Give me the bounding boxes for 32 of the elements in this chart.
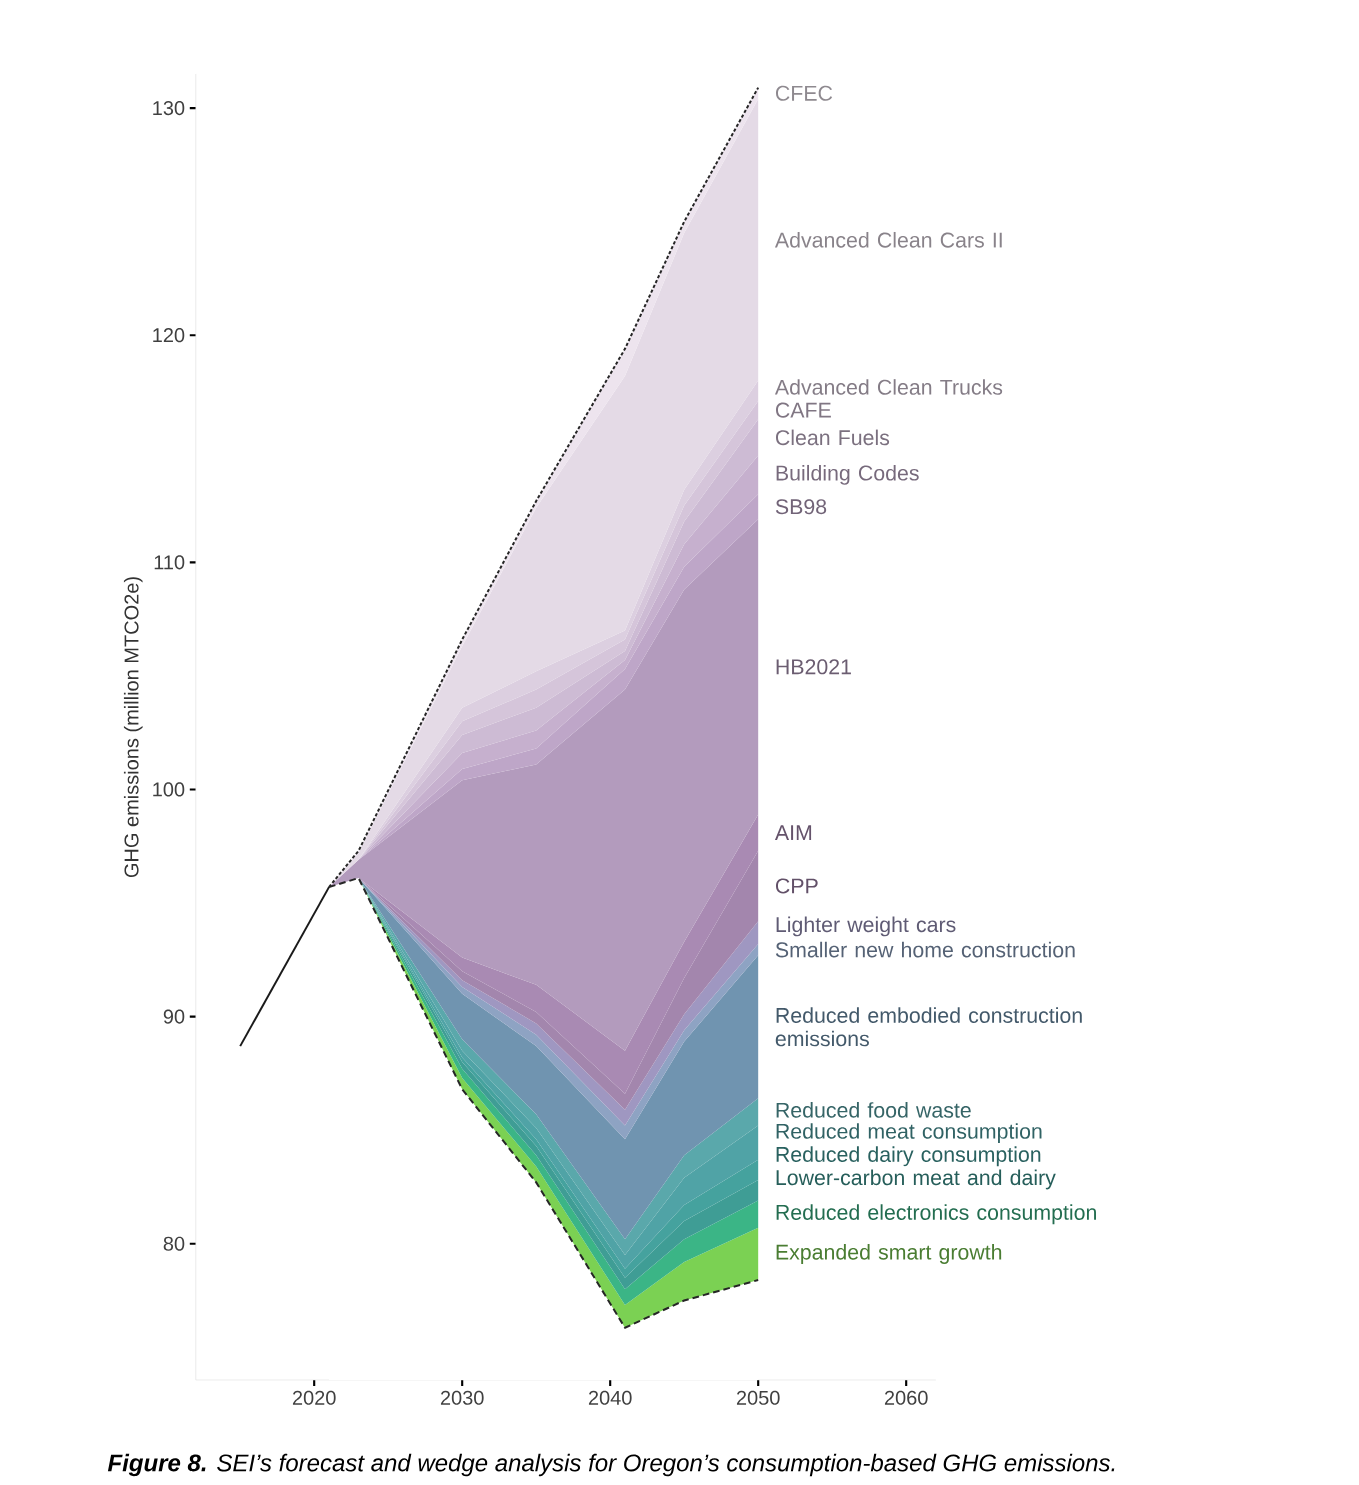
series-label: Advanced Clean Trucks	[775, 379, 1003, 395]
series-label: SB98	[775, 499, 827, 515]
series-label: Reduced electronics consumption	[776, 1204, 1097, 1225]
series-label: Reduced food waste	[776, 1102, 971, 1118]
x-tick-label: 2030	[441, 1390, 484, 1405]
y-tick-label: 110	[154, 555, 185, 570]
y-axis-title: GHG emissions (million MTCO2e)	[124, 577, 143, 878]
x-tick-label: 2050	[737, 1390, 780, 1405]
series-label: CPP	[776, 878, 818, 894]
y-tick-label: 120	[153, 328, 185, 343]
series-label: CFEC	[776, 85, 833, 101]
series-label: Lower-carbon meat and dairy	[776, 1169, 1056, 1190]
y-tick-label: 90	[163, 1009, 185, 1024]
y-tick-label: 130	[153, 100, 185, 116]
series-label: Reduced dairy consumption	[776, 1146, 1041, 1167]
series-label: AIM	[775, 825, 812, 840]
series-label: Reduced embodied construction emissions	[775, 1007, 1082, 1047]
text: Figure 8. SEI’s forecast and wedge analysis for Oregon’s consumption-based GHG emissions.	[108, 1453, 1115, 1477]
series-label: Expanded smart growth	[776, 1244, 1002, 1264]
series-label: Smaller new home construction	[775, 941, 1075, 958]
y-tick-label: 80	[163, 1236, 185, 1251]
x-tick-label: 2060	[885, 1390, 928, 1405]
series-label: Clean Fuels	[776, 429, 890, 446]
x-tick-label: 2020	[293, 1390, 336, 1405]
series-label: CAFE	[776, 402, 831, 418]
series-label: Reduced meat consumption	[776, 1123, 1042, 1144]
y-tick-label: 100	[153, 782, 185, 797]
series-label: Building Codes	[776, 464, 919, 485]
series-label: Lighter weight cars	[776, 916, 956, 937]
x-tick-label: 2040	[589, 1390, 632, 1405]
series-label: Advanced Clean Cars II	[775, 231, 1002, 248]
series-label: HB2021	[776, 659, 852, 675]
